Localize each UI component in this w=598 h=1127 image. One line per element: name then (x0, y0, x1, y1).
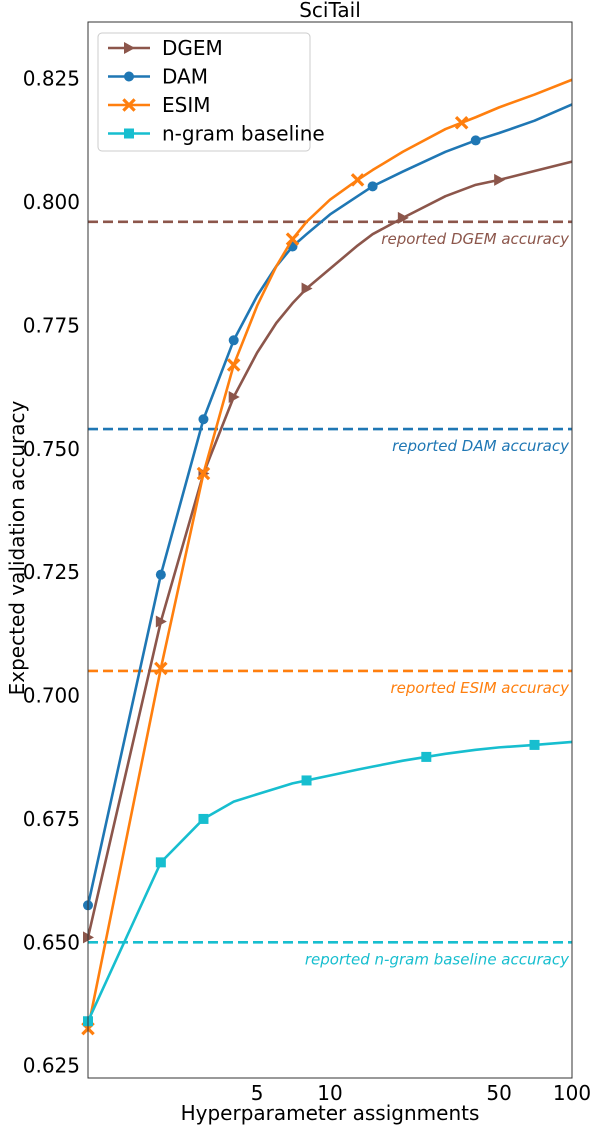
legend-label: ESIM (162, 93, 211, 117)
series-line-n-gram-baseline (86, 740, 573, 1022)
y-tick-label: 0.800 (23, 190, 80, 214)
data-point-esim (154, 661, 168, 676)
x-tick-label: 5 (251, 1081, 264, 1105)
data-point-esim (454, 115, 469, 130)
series-line-esim (86, 78, 573, 1029)
y-tick-label: 0.700 (23, 684, 80, 708)
legend-item-dgem: DGEM (108, 36, 223, 60)
data-point-n-gram-baseline (421, 751, 432, 762)
legend-label: DAM (162, 65, 208, 89)
data-point-n-gram-baseline (198, 813, 209, 824)
series-layer (81, 78, 573, 1036)
data-point-dam (367, 181, 378, 192)
data-point-dgem (155, 615, 167, 628)
series-n-gram-baseline (83, 739, 573, 1027)
y-tick-label: 0.750 (23, 437, 80, 461)
legend-marker (124, 128, 134, 139)
axes: 0.625 0.650 0.675 0.700 0.725 0.750 0.775 0.800… (23, 21, 591, 1105)
data-point-dgem (397, 211, 409, 224)
data-point-n-gram-baseline (301, 775, 312, 786)
data-point-dgem (301, 282, 313, 295)
legend-marker (122, 98, 136, 112)
y-tick-label: 0.725 (23, 560, 80, 584)
data-point-dam (198, 414, 209, 425)
legend-marker (124, 42, 135, 54)
plot-frame (87, 21, 573, 1079)
data-point-n-gram-baseline (529, 739, 540, 750)
chart-title: SciTail (299, 0, 361, 22)
data-point-n-gram-baseline (155, 857, 166, 868)
data-point-esim (350, 173, 365, 187)
legend-item-n-gram-baseline: n-gram baseline (108, 122, 325, 146)
x-axis-label: Hyperparameter assignments (181, 1101, 480, 1125)
series-dgem (83, 160, 573, 944)
y-tick-label: 0.625 (23, 1054, 80, 1078)
x-tick-label: 100 (553, 1081, 591, 1105)
data-point-esim (196, 466, 211, 481)
data-point-dgem (494, 173, 506, 186)
legend-item-dam: DAM (108, 65, 208, 89)
reference-label-reported-dgem-accuracy: reported DGEM accuracy (381, 230, 570, 248)
y-tick-label: 0.650 (23, 930, 80, 954)
y-tick-label: 0.675 (23, 807, 80, 831)
data-point-dam (228, 335, 239, 346)
y-axis-label: Expected validation accuracy (5, 400, 29, 695)
data-point-esim (285, 232, 300, 246)
legend-label: n-gram baseline (162, 122, 325, 146)
legend-label: DGEM (162, 36, 223, 60)
reference-label-reported-n-gram-baseline-accuracy: reported n-gram baseline accuracy (305, 950, 570, 968)
reference-label-reported-dam-accuracy: reported DAM accuracy (392, 437, 570, 455)
data-point-esim (226, 358, 241, 372)
legend-box (97, 32, 311, 152)
y-tick-label: 0.825 (23, 67, 80, 91)
data-point-dam (155, 569, 166, 580)
data-point-dgem (228, 391, 240, 404)
x-tick-label: 10 (317, 1081, 342, 1105)
reference-lines: reported DGEM accuracy reported DAM accur… (88, 220, 572, 968)
x-tick-label: 50 (486, 1081, 511, 1105)
y-tick-label: 0.775 (23, 313, 80, 337)
legend-marker (124, 71, 134, 82)
series-dam (83, 103, 573, 911)
reference-label-reported-esim-accuracy: reported ESIM accuracy (391, 679, 571, 697)
series-line-dam (86, 103, 573, 906)
legend: DGEM DAM ESIM n-gram baseline (97, 32, 325, 152)
legend-item-esim: ESIM (108, 93, 211, 117)
data-point-dam (470, 135, 481, 146)
series-line-dgem (86, 160, 573, 938)
